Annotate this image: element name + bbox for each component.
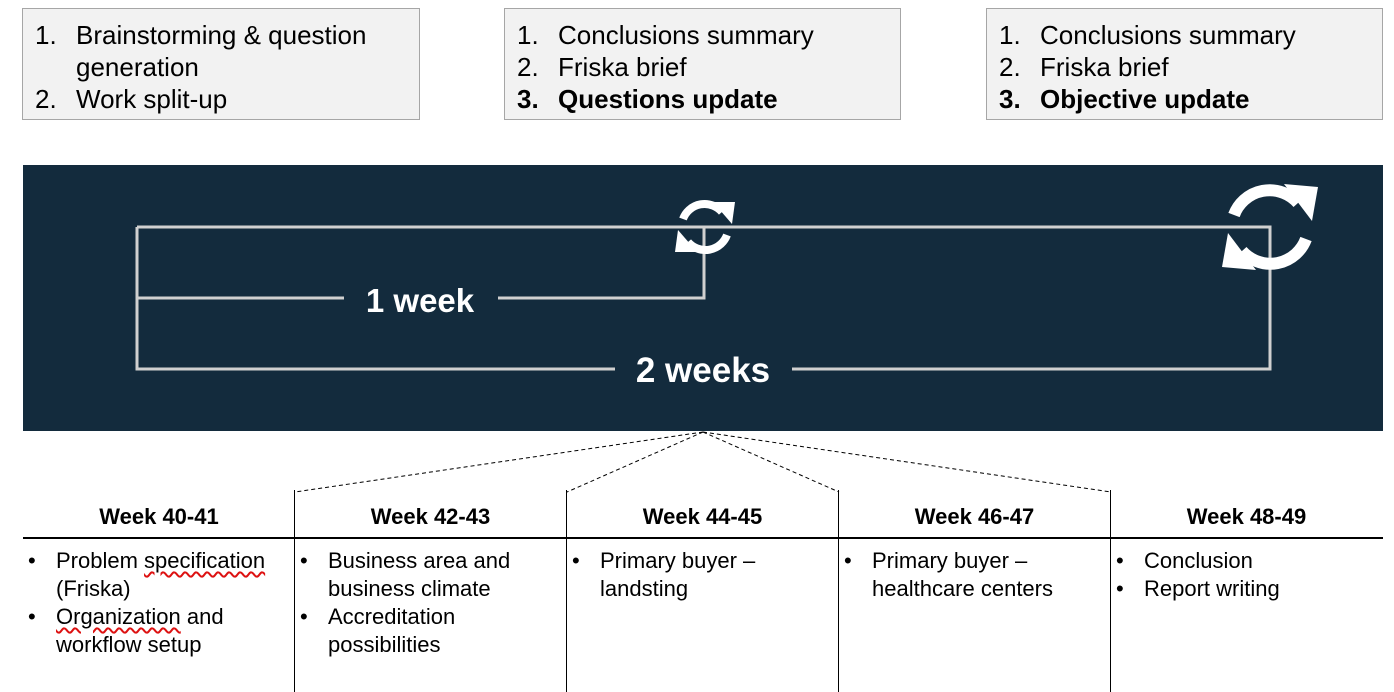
spellcheck-word: Organization [56,604,181,629]
refresh-icon-large [1222,184,1318,270]
item-number: 3. [999,84,1021,114]
agenda-box-weekly: 1. Conclusions summary 2. Friska brief 3. Q… [504,8,901,120]
week-tasks: Problem specification (Friska) Organizat… [28,547,291,659]
item-text: Friska brief [1040,52,1169,82]
week-tasks: Primary buyer – landsting [572,547,834,603]
week-title: Week 40-41 [99,504,219,529]
agenda-item: 2. Work split-up [35,83,419,115]
short-cycle-label: 1 week [366,282,475,319]
item-number: 2. [999,52,1021,82]
item-number: 1. [517,20,539,50]
agenda-box-start: 1. Brainstorming & question generation 2.… [22,8,420,120]
agenda-item: 1. Conclusions summary [517,19,814,51]
agenda-item: 1. Conclusions summary [999,19,1296,51]
list-item: Accreditation possibilities [300,603,562,659]
task-text: (Friska) [56,576,131,601]
item-text: Work split-up [76,84,228,114]
task-text: Accreditation possibilities [328,604,456,657]
list-item: Problem specification (Friska) [28,547,291,603]
item-text: Brainstorming & question generation [76,20,367,82]
week-title: Week 46-47 [914,504,1035,529]
task-text: Primary buyer – landsting [600,548,756,601]
item-text: Conclusions summary [558,20,814,50]
week-title: Week 42-43 [370,504,491,529]
list-item: Organization and workflow setup [28,603,291,659]
agenda-list: 1. Conclusions summary 2. Friska brief 3. O… [999,19,1296,115]
list-item: Business area and business climate [300,547,562,603]
week-column: Week 48-49 Conclusion Report writing [1110,490,1382,692]
list-item: Conclusion [1116,547,1378,575]
spellcheck-word: specification [144,548,266,573]
week-tasks: Primary buyer – healthcare centers [844,547,1106,603]
agenda-item: 1. Brainstorming & question generation [35,19,419,83]
week-tasks: Conclusion Report writing [1116,547,1378,603]
week-title: Week 48-49 [1186,504,1307,529]
long-cycle-bracket-left [135,227,615,371]
item-number: 3. [517,84,539,114]
refresh-icon [675,200,735,254]
item-text: Conclusions summary [1040,20,1296,50]
task-text: Problem [56,548,145,573]
task-text: Report writing [1144,576,1280,601]
agenda-box-biweekly: 1. Conclusions summary 2. Friska brief 3. O… [986,8,1383,120]
week-title: Week 44-45 [642,504,763,529]
agenda-item: 3. Objective update [999,83,1296,115]
agenda-item: 2. Friska brief [999,51,1296,83]
week-tasks: Business area and business climate Accre… [300,547,562,659]
agenda-list: 1. Brainstorming & question generation 2.… [35,19,419,115]
list-item: Primary buyer – healthcare centers [844,547,1106,603]
item-number: 1. [35,20,57,50]
zoom-lines [294,431,1112,493]
item-number: 2. [35,84,57,114]
item-text: Objective update [1040,84,1250,114]
task-text: Conclusion [1144,548,1253,573]
agenda-item: 3. Questions update [517,83,814,115]
short-cycle-bracket [498,227,706,300]
week-column: Week 46-47 Primary buyer – healthcare ce… [838,490,1110,692]
week-header-rule [23,537,1383,539]
item-number: 1. [999,20,1021,50]
agenda-item: 2. Friska brief [517,51,814,83]
item-text: Questions update [558,84,778,114]
item-text: Friska brief [558,52,687,82]
week-column: Week 42-43 Business area and business cl… [294,490,566,692]
week-column: Week 44-45 Primary buyer – landsting [566,490,838,692]
week-column: Week 40-41 Problem specification (Friska… [23,490,295,692]
task-text: Primary buyer – healthcare centers [872,548,1053,601]
list-item: Report writing [1116,575,1378,603]
list-item: Primary buyer – landsting [572,547,834,603]
task-text: and workflow setup [56,604,224,657]
task-text: Business area and business climate [328,548,511,601]
agenda-list: 1. Conclusions summary 2. Friska brief 3. Q… [517,19,814,115]
long-cycle-label: 2 weeks [636,351,770,390]
item-number: 2. [517,52,539,82]
